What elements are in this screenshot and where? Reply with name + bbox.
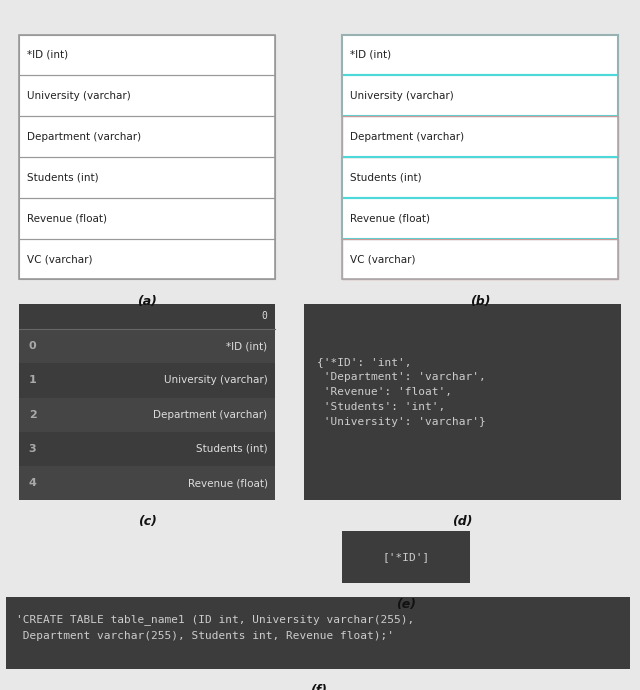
Text: 'CREATE TABLE table_name1 (ID int, University varchar(255),
 Department varchar(: 'CREATE TABLE table_name1 (ID int, Unive… bbox=[16, 613, 414, 641]
Text: Students (int): Students (int) bbox=[350, 172, 422, 182]
Bar bbox=[342, 157, 618, 198]
Text: University (varchar): University (varchar) bbox=[27, 91, 131, 101]
Bar bbox=[19, 397, 275, 432]
Bar bbox=[19, 34, 275, 75]
Bar bbox=[342, 531, 470, 583]
Bar bbox=[19, 239, 275, 279]
Text: {'*ID': 'int',
 'Department': 'varchar',
 'Revenue': 'float',
 'Students': 'int': {'*ID': 'int', 'Department': 'varchar', … bbox=[317, 357, 486, 428]
Bar bbox=[342, 157, 618, 198]
Bar bbox=[19, 75, 275, 116]
Bar bbox=[19, 466, 275, 500]
Bar bbox=[19, 75, 275, 116]
Bar bbox=[342, 116, 618, 157]
Bar bbox=[304, 304, 621, 500]
Text: Revenue (float): Revenue (float) bbox=[27, 213, 107, 223]
Text: University (varchar): University (varchar) bbox=[350, 91, 454, 101]
Text: (b): (b) bbox=[470, 295, 490, 308]
Text: Students (int): Students (int) bbox=[27, 172, 99, 182]
Bar bbox=[19, 34, 275, 279]
Text: Revenue (float): Revenue (float) bbox=[350, 213, 430, 223]
Bar bbox=[19, 34, 275, 75]
Text: 0: 0 bbox=[29, 342, 36, 351]
Text: VC (varchar): VC (varchar) bbox=[27, 254, 92, 264]
Bar bbox=[19, 198, 275, 239]
Bar bbox=[19, 364, 275, 397]
Bar bbox=[19, 116, 275, 157]
Text: 4: 4 bbox=[29, 478, 36, 488]
Text: (f): (f) bbox=[310, 684, 327, 690]
Bar bbox=[342, 239, 618, 279]
Text: Department (varchar): Department (varchar) bbox=[154, 410, 268, 420]
Bar bbox=[342, 116, 618, 157]
Bar bbox=[342, 75, 618, 116]
Text: VC (varchar): VC (varchar) bbox=[350, 254, 415, 264]
Text: *ID (int): *ID (int) bbox=[227, 342, 268, 351]
Text: Department (varchar): Department (varchar) bbox=[27, 132, 141, 141]
Text: 3: 3 bbox=[29, 444, 36, 454]
Text: *ID (int): *ID (int) bbox=[27, 50, 68, 60]
Bar bbox=[19, 157, 275, 198]
Bar bbox=[342, 198, 618, 239]
Bar bbox=[342, 34, 618, 75]
Text: (c): (c) bbox=[138, 515, 157, 529]
Bar bbox=[19, 157, 275, 198]
Bar bbox=[342, 75, 618, 116]
Bar bbox=[342, 198, 618, 239]
Text: Revenue (float): Revenue (float) bbox=[188, 478, 268, 488]
Text: 0: 0 bbox=[262, 311, 268, 322]
Text: (e): (e) bbox=[396, 598, 417, 611]
Bar bbox=[19, 239, 275, 279]
Bar bbox=[342, 34, 618, 279]
Bar bbox=[19, 116, 275, 157]
Bar bbox=[19, 432, 275, 466]
Text: 1: 1 bbox=[29, 375, 36, 386]
Text: Department (varchar): Department (varchar) bbox=[350, 132, 464, 141]
Bar bbox=[19, 198, 275, 239]
Bar bbox=[19, 329, 275, 364]
Text: *ID (int): *ID (int) bbox=[350, 50, 391, 60]
Bar bbox=[6, 597, 630, 669]
Text: Students (int): Students (int) bbox=[196, 444, 268, 454]
Bar bbox=[342, 34, 618, 75]
Text: ['*ID']: ['*ID'] bbox=[383, 552, 430, 562]
Bar bbox=[342, 239, 618, 279]
Text: (d): (d) bbox=[452, 515, 473, 529]
Bar bbox=[19, 304, 275, 500]
Text: (a): (a) bbox=[137, 295, 157, 308]
Text: 2: 2 bbox=[29, 410, 36, 420]
Text: University (varchar): University (varchar) bbox=[164, 375, 268, 386]
